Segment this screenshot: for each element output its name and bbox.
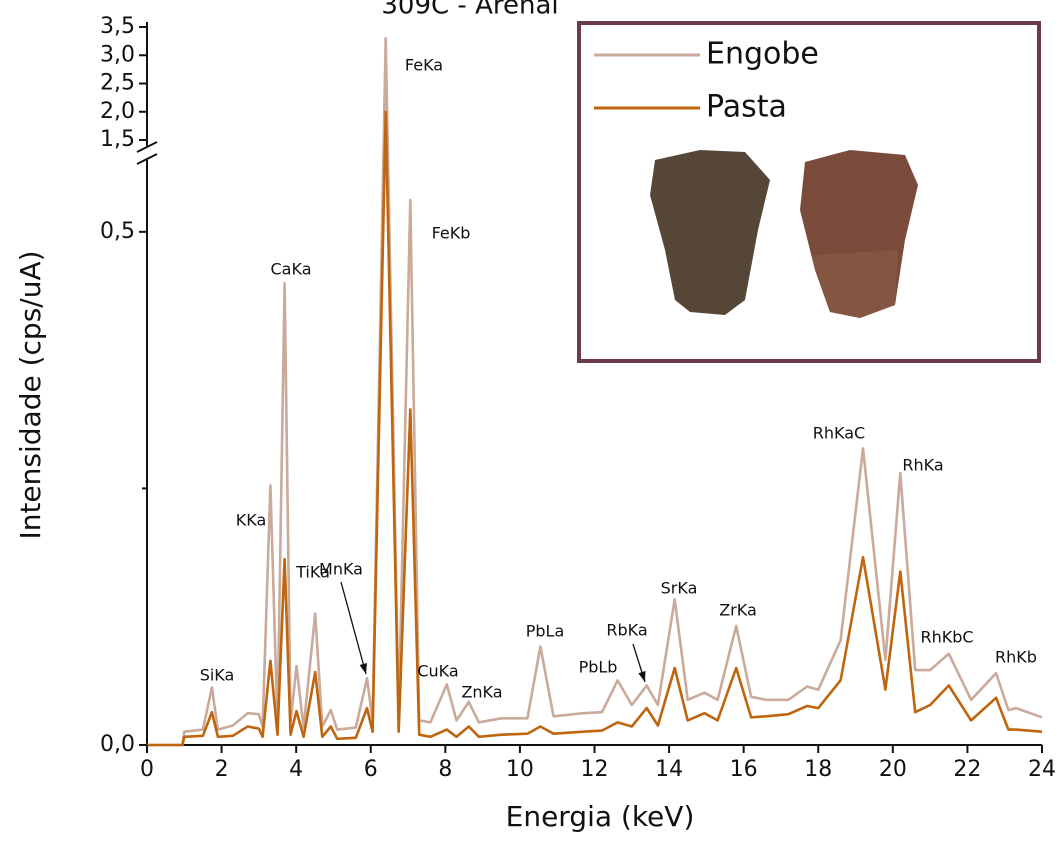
x-tick-label: 0 [140,757,154,782]
y-tick-label: 3,5 [100,14,135,39]
peak-label: SiKa [200,666,235,685]
peak-label: SrKa [661,579,698,598]
y-tick-label: 1,5 [100,127,135,152]
x-tick-label: 12 [581,757,609,782]
legend-label: Pasta [706,90,787,125]
axis-break [136,153,158,165]
y-tick-label: 2,0 [100,99,135,124]
peak-label: RbKa [606,621,647,640]
legend-label: Engobe [706,37,819,72]
annotation-arrow [340,581,367,675]
x-tick-label: 10 [506,757,534,782]
x-tick-label: 8 [438,757,452,782]
peak-label: MnKa [319,560,363,579]
y-tick-label: 3,0 [100,42,135,67]
arrow-head [359,663,367,674]
legend [577,21,1041,363]
peak-label: RhKaC [813,424,865,443]
sherd-photo [650,150,770,315]
chart-title: 309C - Arenal [381,0,558,21]
spectrum-line [147,110,1043,747]
plot-area [147,37,1043,747]
peak-label: ZrKa [719,601,757,620]
peak-label: FeKa [405,56,443,75]
peak-label: TiKa [295,563,330,582]
x-tick-label: 24 [1028,757,1056,782]
spectrum-line [147,37,1043,747]
x-tick-label: 20 [879,757,907,782]
peak-label: RhKa [902,456,943,475]
x-tick-label: 2 [215,757,229,782]
peak-label: CaKa [271,260,312,279]
peak-label: RhKb [995,648,1037,667]
arrow-head [638,671,646,682]
y-tick-label: 2,5 [100,71,135,96]
y-tick-label: 0,0 [100,732,135,757]
sherd-photo [812,250,898,318]
peak-label: PbLb [579,658,618,677]
peak-label: PbLa [526,622,565,641]
y-tick-label: 0,5 [100,219,135,244]
peak-label: CuKa [417,662,458,681]
x-tick-label: 18 [804,757,832,782]
y-axis-title: Intensidade (cps/uA) [14,250,47,539]
x-axis-title: Energia (keV) [506,800,695,833]
x-tick-label: 4 [289,757,303,782]
x-tick-label: 16 [730,757,758,782]
peak-label: RhKbC [920,628,973,647]
axis-break [136,141,158,153]
x-tick-label: 22 [953,757,981,782]
peak-label: ZnKa [461,683,502,702]
x-tick-label: 6 [364,757,378,782]
x-tick-label: 14 [655,757,683,782]
peak-label: FeKb [432,224,471,243]
peak-label: KKa [236,511,267,530]
